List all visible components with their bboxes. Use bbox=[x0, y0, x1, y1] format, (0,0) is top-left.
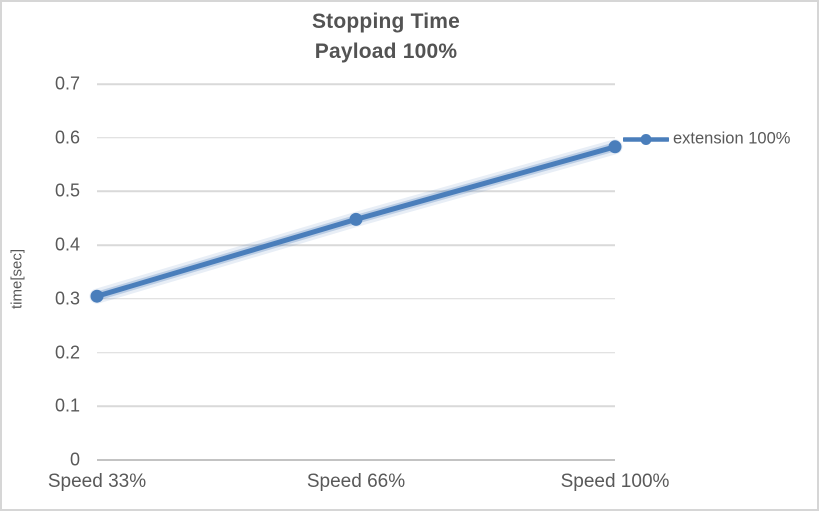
plot-area bbox=[89, 83, 623, 461]
legend-marker-dot bbox=[640, 133, 652, 145]
chart-title: Stopping Time Payload 100% bbox=[2, 7, 770, 67]
gridline bbox=[97, 298, 615, 300]
gridline bbox=[97, 190, 615, 193]
y-tick-label: 0.3 bbox=[54, 288, 80, 309]
gridlines bbox=[97, 83, 615, 461]
data-point-marker bbox=[349, 212, 363, 226]
gridline bbox=[97, 83, 615, 85]
data-point-marker bbox=[90, 289, 104, 303]
legend-label: extension 100% bbox=[673, 129, 791, 148]
y-tick-label: 0.2 bbox=[54, 342, 80, 363]
legend: extension 100% bbox=[623, 130, 790, 149]
y-tick-label: 0.1 bbox=[54, 395, 80, 416]
gridline bbox=[97, 136, 615, 139]
y-tick-label: 0.7 bbox=[54, 73, 80, 94]
series-svg bbox=[89, 139, 623, 304]
data-point-marker bbox=[608, 140, 622, 154]
gridline bbox=[97, 244, 615, 246]
x-category-label: Speed 66% bbox=[306, 471, 406, 492]
chart-title-line2: Payload 100% bbox=[314, 40, 458, 63]
y-tick-label: 0 bbox=[69, 449, 80, 470]
gridline bbox=[97, 405, 615, 408]
y-tick-label: 0.4 bbox=[54, 234, 80, 255]
x-axis-line bbox=[97, 459, 615, 461]
legend-line-marker-icon bbox=[623, 133, 669, 145]
x-category-label: Speed 100% bbox=[560, 471, 670, 492]
y-tick-label: 0.5 bbox=[54, 180, 80, 201]
gridline bbox=[97, 351, 615, 354]
y-tick-label: 0.6 bbox=[54, 127, 80, 148]
x-category-label: Speed 33% bbox=[47, 471, 147, 492]
chart-title-line1: Stopping Time bbox=[311, 10, 461, 33]
